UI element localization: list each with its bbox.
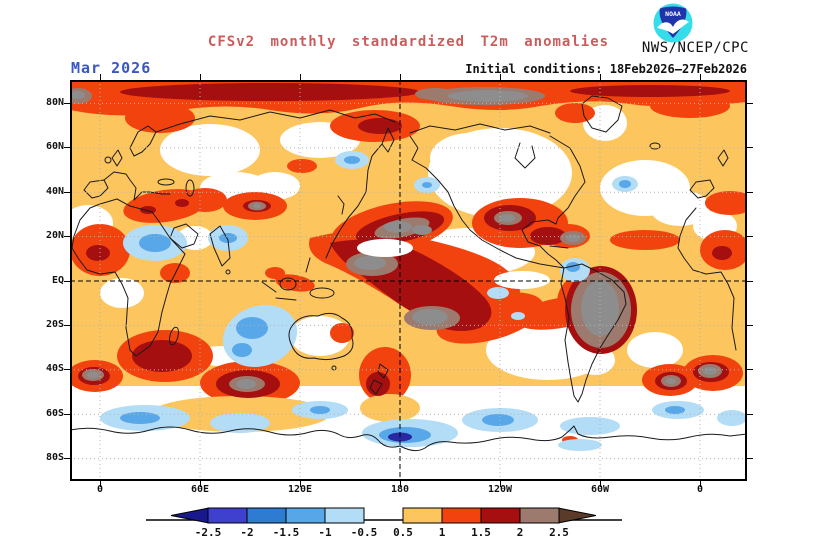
map-border [70,80,747,481]
lat-tick-right [747,103,753,104]
anomaly-map [70,80,747,481]
lon-label-0-6: 0 [696,484,704,495]
lon-label-0-0: 0 [96,484,104,495]
lon-tick-bottom [600,481,601,487]
lon-tick-bottom [500,481,501,487]
lat-label-60N: 60N [45,141,64,153]
lat-tick-left [64,103,70,104]
lat-tick-right [747,413,753,415]
lon-tick-top [300,74,301,80]
lat-label-EQ: EQ [51,274,64,286]
lon-tick-bottom [400,481,401,487]
lat-label-40N: 40N [45,185,64,197]
graticule [70,80,747,481]
forecast-month-label: Mar 2026 [71,59,152,77]
colorbar-segment-8 [519,507,560,524]
lat-label-80N: 80N [45,97,64,108]
lat-tick-right [747,191,753,193]
lat-tick-right [747,369,753,371]
colorbar-segment-2 [285,507,326,524]
lat-tick-left [64,458,70,460]
colorbar [146,507,622,524]
lat-label-40S: 40S [45,363,64,375]
coastlines [70,95,747,452]
page-title: CFSv2 monthly standardized T2m anomalies [207,34,610,50]
lat-tick-left [64,413,70,415]
lat-tick-right [747,147,753,149]
colorbar-tick-1: 1 [438,526,446,539]
initial-conditions-label: Initial conditions: 18Feb2026–27Feb2026 [465,62,747,76]
lat-tick-left [64,191,70,193]
lon-tick-top [100,74,101,80]
lat-tick-left [64,236,70,238]
colorbar-segment-0 [207,507,248,524]
lat-tick-left [64,325,70,326]
lon-tick-top [700,74,701,80]
noaa-logo-text: NOAA [665,10,681,18]
lat-label-20S: 20S [45,319,64,330]
lat-tick-right [747,325,753,326]
lat-tick-left [64,147,70,149]
lat-label-60S: 60S [45,407,64,419]
lon-tick-bottom [100,481,101,487]
lon-tick-top [600,74,601,80]
agency-label: NWS/NCEP/CPC [641,40,749,56]
colorbar-tick-2.5: 2.5 [549,526,569,539]
colorbar-tick--2.5: -2.5 [194,526,222,539]
lon-tick-top [400,74,401,80]
lon-label-120W-4: 120W [487,484,513,495]
lat-tick-right [747,236,753,238]
lat-tick-left [64,280,70,282]
lon-tick-top [500,74,501,80]
colorbar-tick--0.5: -0.5 [350,526,378,539]
colorbar-segment-6 [441,507,482,524]
colorbar-segment-1 [246,507,287,524]
lon-tick-bottom [200,481,201,487]
colorbar-segment-5 [402,507,443,524]
colorbar-tick-0.5: 0.5 [393,526,413,539]
colorbar-tick-1.5: 1.5 [471,526,491,539]
noaa-logo-icon: NOAA [653,3,693,43]
colorbar-tick--2: -2 [240,526,254,539]
colorbar-segment-3 [324,507,365,524]
lat-tick-right [747,280,753,282]
lon-tick-top [200,74,201,80]
lat-tick-left [64,369,70,371]
lat-label-80S: 80S [45,452,64,464]
lon-label-120E-2: 120E [287,484,313,495]
lat-tick-right [747,458,753,460]
lon-tick-bottom [300,481,301,487]
lon-label-180-3: 180 [390,484,410,495]
colorbar-tick-2: 2 [516,526,524,539]
lon-tick-bottom [700,481,701,487]
colorbar-segment-7 [480,507,521,524]
colorbar-tick--1: -1 [318,526,332,539]
lat-label-20N: 20N [45,230,64,242]
lon-label-60W-5: 60W [590,484,610,495]
lon-label-60E-1: 60E [190,484,210,495]
colorbar-tick--1.5: -1.5 [272,526,300,539]
